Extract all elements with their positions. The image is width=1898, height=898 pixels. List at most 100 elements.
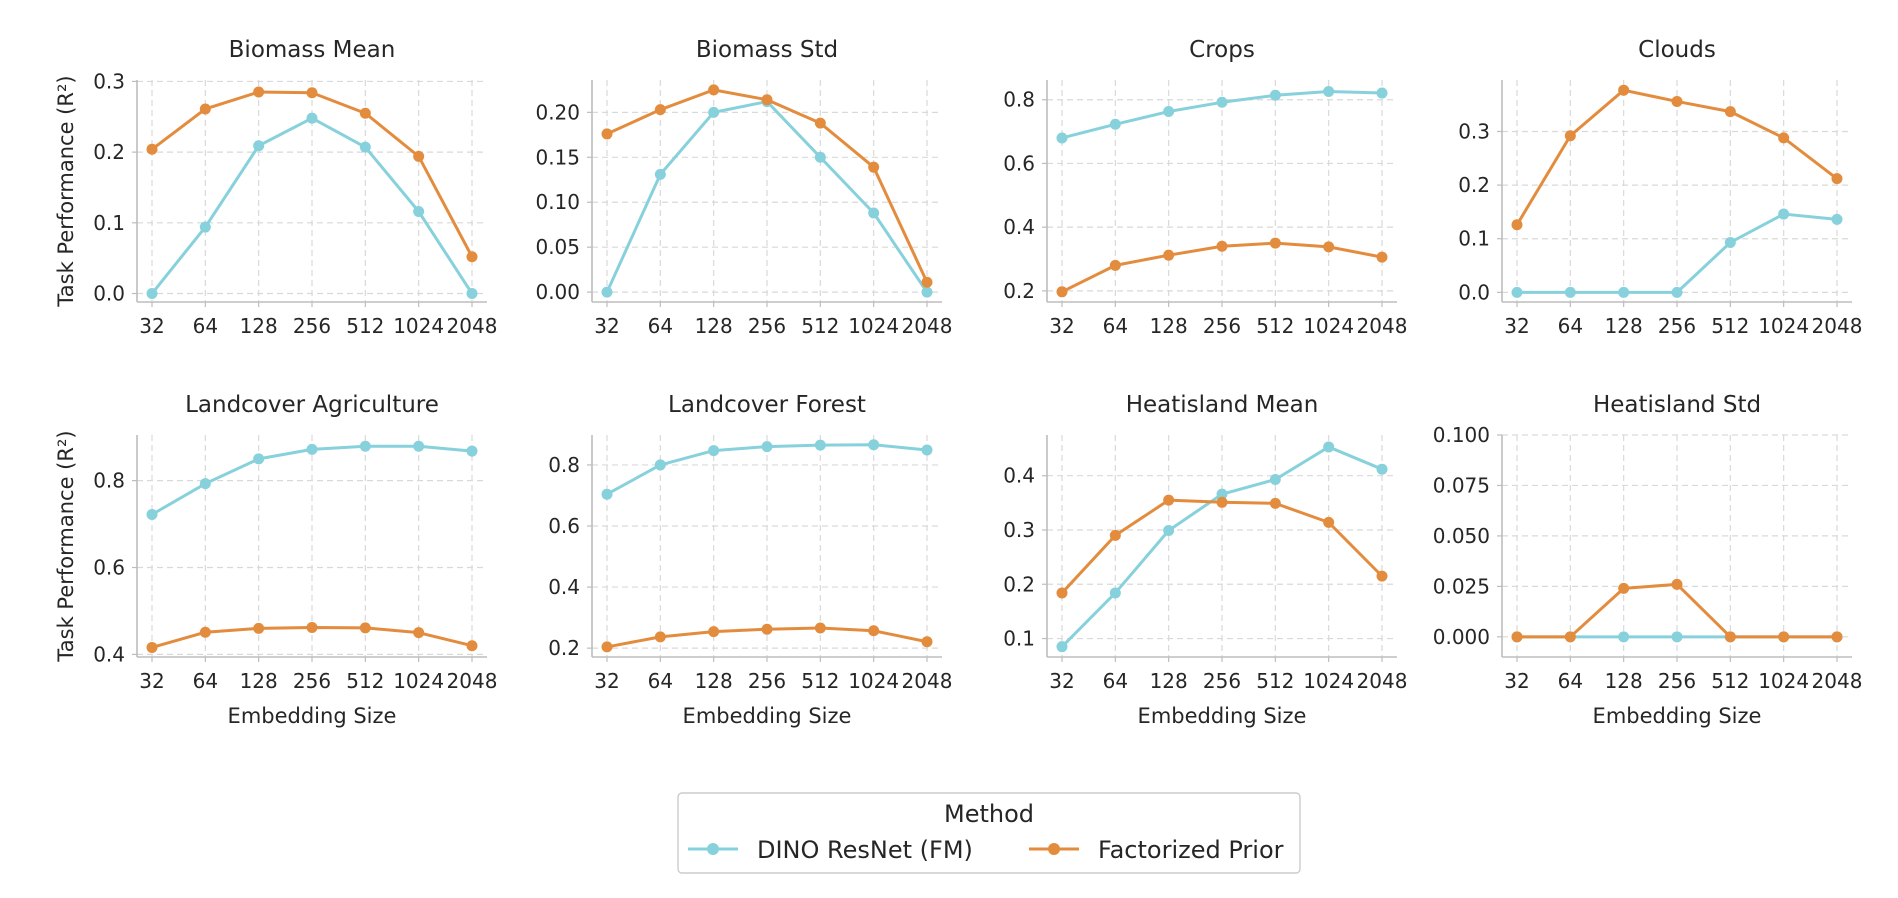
y-tick-label: 0.3: [1003, 518, 1035, 542]
x-tick-label: 256: [293, 669, 331, 693]
y-tick-label: 0.15: [535, 145, 580, 169]
data-point: [1269, 89, 1281, 101]
data-point: [1778, 132, 1790, 144]
x-tick-label: 64: [1103, 669, 1128, 693]
y-tick-label: 0.0: [93, 282, 125, 306]
data-point: [1564, 130, 1576, 142]
chart-title: Clouds: [1638, 37, 1716, 63]
x-tick-label: 32: [139, 669, 164, 693]
series-factorized-prior: [601, 622, 933, 653]
x-tick-label: 512: [1711, 669, 1749, 693]
x-tick-label: 64: [648, 669, 673, 693]
data-point: [413, 150, 425, 162]
x-tick-label: 256: [748, 314, 786, 338]
series-factorized-prior: [146, 621, 478, 653]
y-tick-label: 0.2: [1458, 173, 1490, 197]
data-point: [921, 444, 933, 456]
data-point: [1671, 631, 1683, 643]
data-point: [814, 622, 826, 634]
data-point: [199, 221, 211, 233]
data-point: [359, 440, 371, 452]
data-point: [199, 626, 211, 638]
y-tick-label: 0.2: [1003, 279, 1035, 303]
data-point: [1831, 631, 1843, 643]
data-point: [466, 251, 478, 263]
data-point: [306, 621, 318, 633]
data-point: [1056, 286, 1068, 298]
y-tick-label: 0.1: [93, 211, 125, 235]
data-point: [1671, 578, 1683, 590]
data-point: [654, 631, 666, 643]
x-tick-label: 64: [1103, 314, 1128, 338]
data-point: [413, 440, 425, 452]
x-tick-label: 32: [594, 314, 619, 338]
x-tick-label: 2048: [447, 669, 498, 693]
y-tick-label: 0.6: [93, 556, 125, 580]
data-point: [1216, 240, 1228, 252]
data-point: [1163, 494, 1175, 506]
data-point: [1564, 631, 1576, 643]
data-point: [654, 459, 666, 471]
x-tick-label: 128: [1150, 669, 1188, 693]
y-tick-label: 0.20: [535, 100, 580, 124]
y-tick-label: 0.075: [1433, 473, 1490, 497]
data-point: [868, 625, 880, 637]
data-point: [1269, 474, 1281, 486]
chart-title: Landcover Agriculture: [185, 392, 439, 418]
series-dino-resnet-fm: [1511, 208, 1843, 298]
data-point: [359, 141, 371, 153]
y-tick-label: 0.05: [535, 235, 580, 259]
chart-biomass-mean: 0.0 0.1 0.2 0.3 32 64 128 256 512 1024 2048 Biomass…: [54, 37, 497, 338]
data-point: [1323, 85, 1335, 97]
data-point: [654, 104, 666, 116]
x-tick-label: 1024: [1758, 669, 1809, 693]
chart-biomass-std: 0.00 0.05 0.10 0.15 0.20 32 64 128 256 512 1024 204…: [535, 37, 952, 338]
x-axis-title: Embedding Size: [1138, 704, 1307, 728]
x-tick-label: 128: [1605, 314, 1643, 338]
x-tick-label: 128: [240, 314, 278, 338]
data-point: [253, 86, 265, 98]
x-tick-label: 2048: [1357, 669, 1408, 693]
series-dino-resnet-fm: [1056, 441, 1388, 653]
series-factorized-prior: [1511, 578, 1843, 643]
y-tick-label: 0.2: [1003, 572, 1035, 596]
x-tick-label: 256: [748, 669, 786, 693]
legend: Method DINO ResNet (FM) Factorized Prior: [677, 792, 1301, 874]
data-point: [708, 106, 720, 118]
data-point: [413, 206, 425, 218]
x-tick-label: 2048: [902, 669, 953, 693]
legend-swatch-prior-marker: [1048, 843, 1060, 855]
y-tick-label: 0.8: [93, 469, 125, 493]
data-point: [761, 623, 773, 635]
series-factorized-prior: [1056, 494, 1388, 599]
data-point: [1323, 241, 1335, 253]
data-point: [1056, 132, 1068, 144]
x-tick-label: 2048: [902, 314, 953, 338]
chart-title: Biomass Mean: [229, 37, 396, 63]
x-tick-label: 64: [1558, 314, 1583, 338]
data-point: [1216, 96, 1228, 108]
chart-title: Biomass Std: [696, 37, 838, 63]
data-point: [1109, 118, 1121, 130]
y-tick-label: 0.6: [548, 514, 580, 538]
chart-crops: 0.2 0.4 0.6 0.8 32 64 128 256 512 1024 2048 Crops: [1003, 37, 1407, 338]
legend-box: [677, 792, 1301, 874]
data-point: [654, 168, 666, 180]
y-tick-label: 0.0: [1458, 280, 1490, 304]
chart-landcover-agriculture: 0.4 0.6 0.8 32 64 128 256 512 1024 2048 Landcover …: [54, 392, 497, 728]
data-point: [306, 443, 318, 455]
data-point: [1056, 641, 1068, 653]
data-point: [306, 87, 318, 99]
data-point: [601, 286, 613, 298]
data-point: [1376, 463, 1388, 475]
data-point: [253, 140, 265, 152]
x-tick-label: 64: [1558, 669, 1583, 693]
chart-heatisland-std: 0.000 0.025 0.050 0.075 0.100 32 64 128 256 512 10…: [1433, 392, 1863, 728]
x-tick-label: 256: [1203, 669, 1241, 693]
data-point: [1831, 173, 1843, 185]
x-tick-label: 2048: [1812, 669, 1863, 693]
x-tick-label: 2048: [1812, 314, 1863, 338]
x-tick-label: 1024: [393, 669, 444, 693]
data-point: [306, 112, 318, 124]
y-tick-label: 0.2: [93, 140, 125, 164]
